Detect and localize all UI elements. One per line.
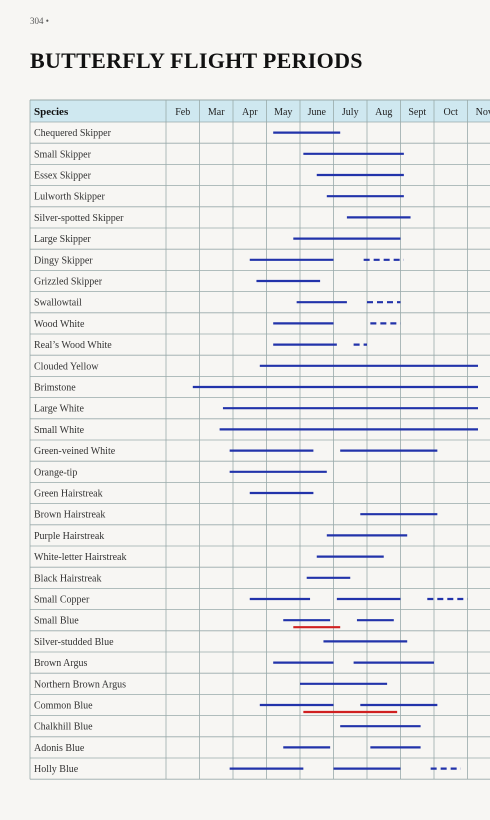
species-label: Northern Brown Argus: [34, 679, 126, 690]
species-label: Green Hairstreak: [34, 489, 103, 500]
species-label: Small Copper: [34, 595, 90, 606]
species-label: Silver-studded Blue: [34, 637, 114, 648]
species-label: White-letter Hairstreak: [34, 552, 126, 563]
species-label: Large White: [34, 404, 84, 415]
species-label: Purple Hairstreak: [34, 531, 104, 542]
table-header-bg: [30, 100, 490, 122]
species-label: Swallowtail: [34, 298, 82, 309]
month-header-may: May: [274, 107, 292, 118]
page-title: BUTTERFLY FLIGHT PERIODS: [30, 48, 363, 73]
species-label: Large Skipper: [34, 234, 91, 245]
month-header-mar: Mar: [208, 107, 225, 118]
species-label: Brimstone: [34, 383, 76, 394]
page-number: 304 •: [30, 16, 49, 26]
species-label: Wood White: [34, 319, 85, 330]
species-label: Chalkhill Blue: [34, 722, 93, 733]
species-label: Brown Hairstreak: [34, 510, 105, 521]
species-label: Silver-spotted Skipper: [34, 213, 124, 224]
species-label: Clouded Yellow: [34, 361, 99, 372]
species-label: Dingy Skipper: [34, 255, 93, 266]
species-label: Small White: [34, 425, 85, 436]
month-header-july: July: [342, 107, 359, 118]
species-label: Adonis Blue: [34, 743, 85, 754]
species-label: Green-veined White: [34, 446, 116, 457]
species-label: Grizzled Skipper: [34, 277, 103, 288]
species-label: Black Hairstreak: [34, 573, 101, 584]
month-header-feb: Feb: [175, 107, 190, 118]
month-header-june: June: [308, 107, 327, 118]
month-header-sept: Sept: [408, 107, 426, 118]
month-header-oct: Oct: [444, 107, 459, 118]
species-label: Small Blue: [34, 616, 79, 627]
species-label: Common Blue: [34, 701, 93, 712]
month-header-apr: Apr: [242, 107, 258, 118]
species-label: Brown Argus: [34, 658, 88, 669]
species-label: Holly Blue: [34, 764, 79, 775]
species-label: Essex Skipper: [34, 171, 92, 182]
species-label: Lulworth Skipper: [34, 192, 105, 203]
species-label: Chequered Skipper: [34, 128, 112, 139]
month-header-aug: Aug: [375, 107, 392, 118]
species-label: Small Skipper: [34, 149, 92, 160]
month-header-nov: Nov: [476, 107, 490, 118]
species-column-header: Species: [34, 106, 69, 118]
species-label: Real’s Wood White: [34, 340, 112, 351]
species-label: Orange-tip: [34, 467, 77, 478]
